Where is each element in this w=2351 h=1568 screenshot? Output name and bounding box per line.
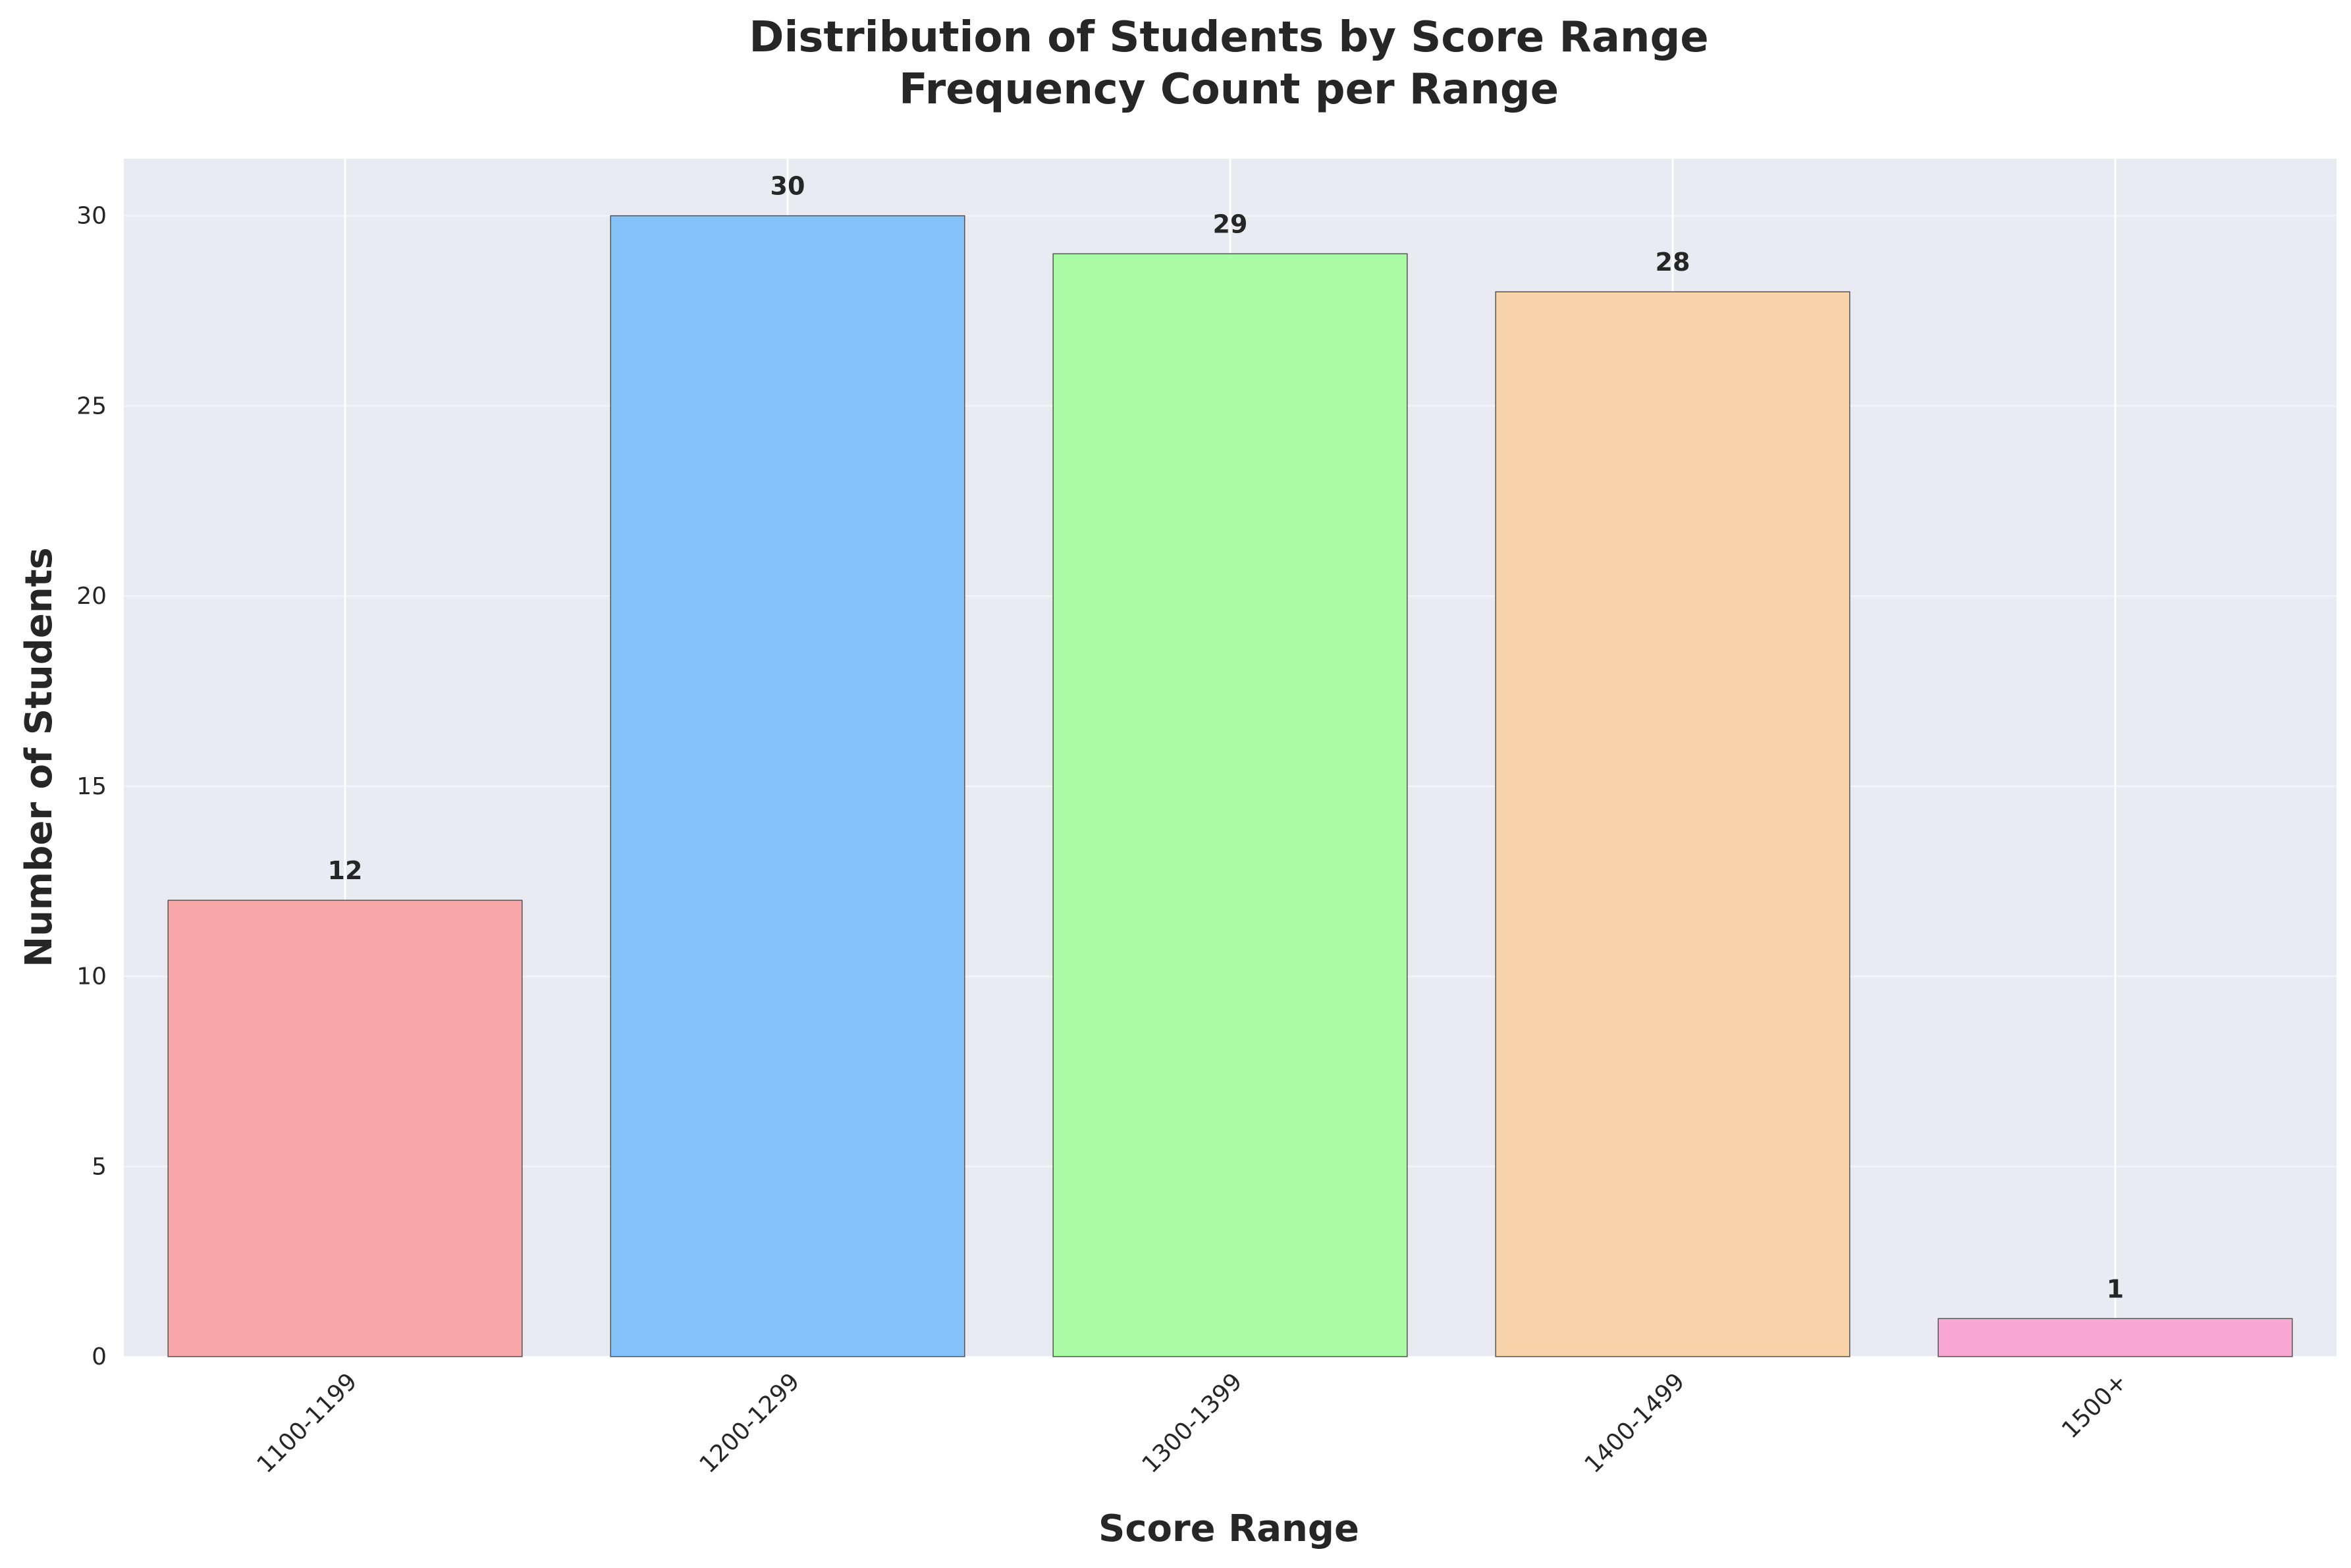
bar-value-label: 12 — [328, 856, 363, 885]
y-tick-label: 20 — [76, 583, 107, 610]
y-tick-label: 25 — [76, 392, 107, 419]
bar-value-label: 30 — [770, 172, 805, 201]
bars — [167, 215, 2293, 1357]
bar — [1495, 291, 1851, 1357]
bar — [1937, 1318, 2293, 1357]
bar — [167, 900, 523, 1357]
x-axis-label: Score Range — [1098, 1507, 1359, 1550]
y-tick-label: 5 — [92, 1153, 107, 1180]
bar-value-label: 29 — [1213, 209, 1248, 238]
chart-subtitle: Frequency Count per Range — [899, 65, 1559, 114]
bar-value-label: 28 — [1656, 248, 1690, 277]
y-axis-label: Number of Students — [18, 547, 61, 967]
bar-value-label: 1 — [2107, 1274, 2124, 1303]
y-tick-label: 0 — [92, 1343, 107, 1370]
y-tick-label: 30 — [76, 203, 107, 230]
y-axis-ticks: 0 5 10 15 20 25 30 — [76, 203, 107, 1370]
y-tick-label: 10 — [76, 963, 107, 990]
chart-title: Distribution of Students by Score Range — [749, 13, 1708, 62]
value-labels: 12 30 29 28 1 — [328, 172, 2124, 1304]
bar — [1052, 253, 1408, 1357]
bar — [610, 215, 965, 1357]
y-tick-label: 15 — [76, 773, 107, 800]
